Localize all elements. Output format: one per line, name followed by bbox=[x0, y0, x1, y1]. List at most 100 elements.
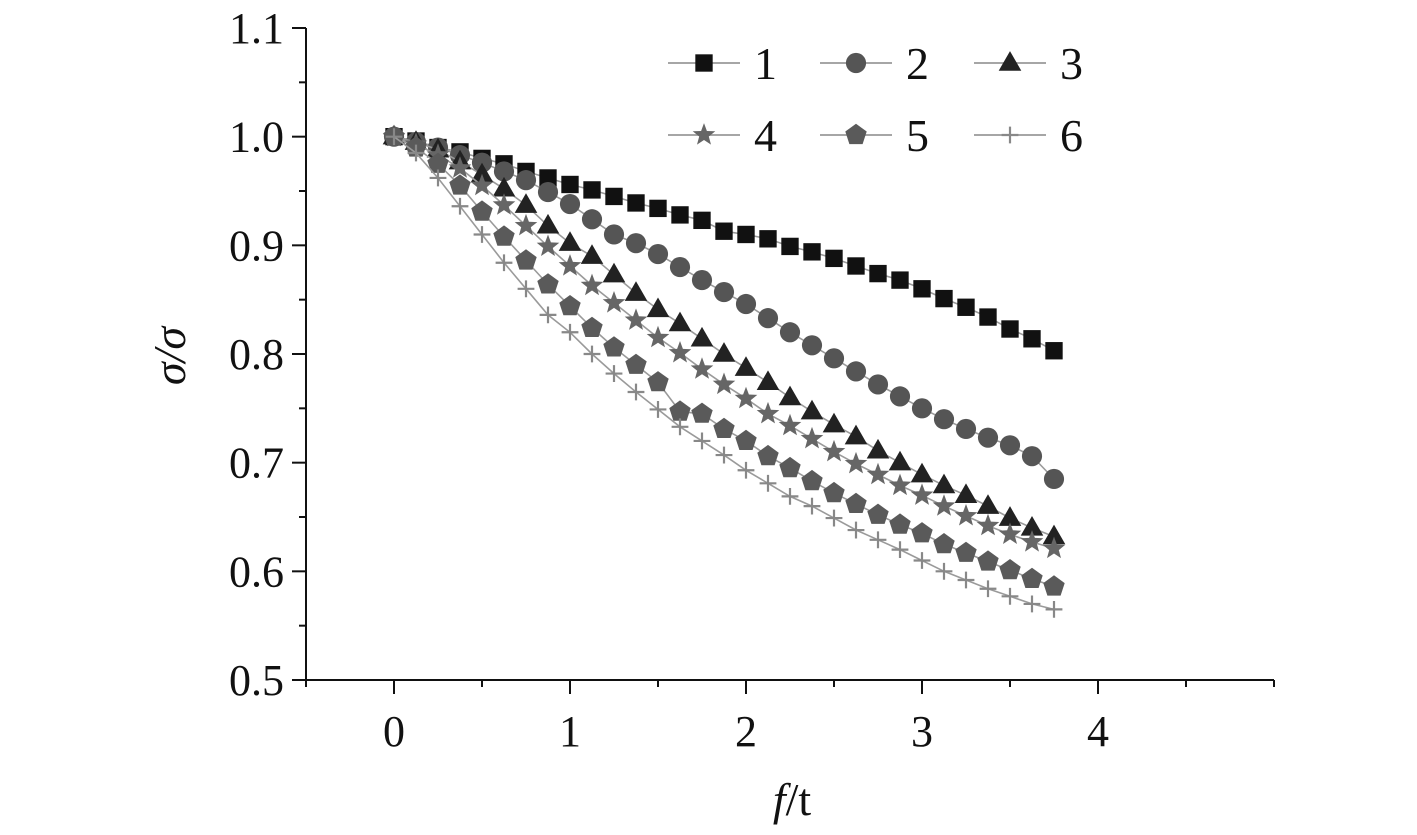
axes: 0.5 0.6 0.7 0.8 0.9 1.0 1.1 0 1 2 3 4 bbox=[229, 4, 1275, 756]
x-tick-label: 2 bbox=[735, 707, 757, 756]
data-point bbox=[1020, 515, 1044, 536]
data-point bbox=[889, 386, 911, 407]
data-point bbox=[693, 432, 711, 450]
data-point bbox=[1020, 530, 1044, 552]
data-point bbox=[624, 281, 648, 301]
data-point bbox=[1045, 600, 1063, 618]
legend-marker bbox=[845, 123, 867, 145]
data-point bbox=[910, 483, 934, 505]
data-point bbox=[602, 291, 626, 313]
legend: 1 2 3 4 5 6 bbox=[668, 38, 1083, 161]
data-point bbox=[932, 473, 956, 494]
data-point bbox=[1023, 330, 1041, 348]
data-point bbox=[407, 144, 425, 162]
data-point bbox=[624, 308, 648, 330]
data-point bbox=[823, 348, 845, 369]
data-point bbox=[977, 427, 999, 448]
data-point bbox=[671, 206, 689, 224]
y-tick-label: 1.1 bbox=[229, 4, 284, 53]
y-axis-title: σ/σ bbox=[144, 325, 195, 385]
data-point bbox=[514, 213, 538, 236]
data-point bbox=[537, 273, 559, 294]
data-point bbox=[976, 513, 1000, 536]
data-point bbox=[713, 417, 735, 438]
data-point bbox=[913, 280, 931, 298]
data-point bbox=[625, 233, 647, 254]
series-4 bbox=[382, 124, 1066, 559]
data-point bbox=[559, 193, 581, 215]
data-point bbox=[649, 199, 667, 218]
data-point bbox=[781, 487, 799, 505]
x-tick-label: 0 bbox=[383, 707, 405, 756]
data-point bbox=[449, 174, 471, 195]
data-point bbox=[801, 335, 823, 356]
data-point bbox=[998, 506, 1022, 526]
data-point bbox=[955, 541, 977, 562]
data-point bbox=[734, 386, 758, 409]
data-point bbox=[845, 361, 867, 382]
data-point bbox=[693, 211, 711, 230]
legend-marker bbox=[1001, 126, 1019, 144]
data-point bbox=[822, 412, 846, 433]
data-point bbox=[957, 571, 975, 589]
data-point bbox=[825, 509, 843, 527]
data-point bbox=[932, 494, 956, 516]
x-axis-title: f/t bbox=[773, 774, 812, 825]
data-point bbox=[580, 273, 604, 296]
data-point bbox=[646, 297, 670, 318]
data-point bbox=[515, 249, 537, 270]
data-point bbox=[514, 193, 538, 213]
data-point bbox=[470, 162, 494, 183]
data-point bbox=[867, 374, 889, 395]
y-tick-label: 0.8 bbox=[229, 330, 284, 379]
data-point bbox=[649, 401, 667, 418]
series-6 bbox=[385, 128, 1063, 618]
legend-marker bbox=[998, 51, 1022, 71]
data-point bbox=[891, 541, 909, 558]
legend-item-1: 1 bbox=[668, 38, 777, 89]
data-point bbox=[1001, 587, 1019, 605]
data-point bbox=[998, 522, 1022, 544]
data-point bbox=[866, 438, 890, 459]
legend-marker bbox=[845, 52, 867, 74]
data-point bbox=[713, 281, 735, 303]
data-point bbox=[669, 400, 691, 421]
data-point bbox=[539, 306, 557, 324]
data-point bbox=[803, 243, 821, 261]
data-point bbox=[646, 325, 670, 348]
legend-label: 4 bbox=[754, 110, 777, 161]
legend-item-3: 3 bbox=[974, 38, 1083, 89]
data-point bbox=[581, 209, 603, 230]
data-point bbox=[913, 552, 931, 569]
data-point bbox=[933, 533, 955, 554]
legend-marker bbox=[692, 123, 716, 145]
y-tick-label: 1.0 bbox=[229, 113, 284, 162]
data-point bbox=[800, 399, 824, 420]
data-point bbox=[715, 446, 733, 464]
data-point bbox=[558, 231, 582, 251]
legend-label: 5 bbox=[906, 110, 929, 161]
data-point bbox=[957, 298, 975, 316]
y-tick-label: 0.5 bbox=[229, 656, 284, 705]
data-point bbox=[778, 385, 802, 406]
data-point bbox=[583, 345, 601, 363]
data-point bbox=[891, 271, 909, 289]
data-point bbox=[691, 270, 713, 291]
data-point bbox=[734, 356, 758, 376]
data-point bbox=[625, 353, 647, 374]
data-point bbox=[822, 439, 846, 462]
data-point bbox=[471, 152, 493, 173]
data-point bbox=[935, 289, 953, 308]
data-point bbox=[823, 481, 845, 503]
data-point bbox=[668, 311, 692, 332]
data-point bbox=[495, 254, 513, 272]
data-point bbox=[757, 444, 779, 466]
data-point bbox=[759, 474, 777, 492]
data-point bbox=[561, 323, 579, 341]
data-point bbox=[715, 222, 733, 240]
data-point bbox=[627, 194, 645, 212]
x-tick-label: 4 bbox=[1087, 707, 1109, 756]
data-point bbox=[888, 473, 912, 496]
data-point bbox=[537, 182, 559, 203]
